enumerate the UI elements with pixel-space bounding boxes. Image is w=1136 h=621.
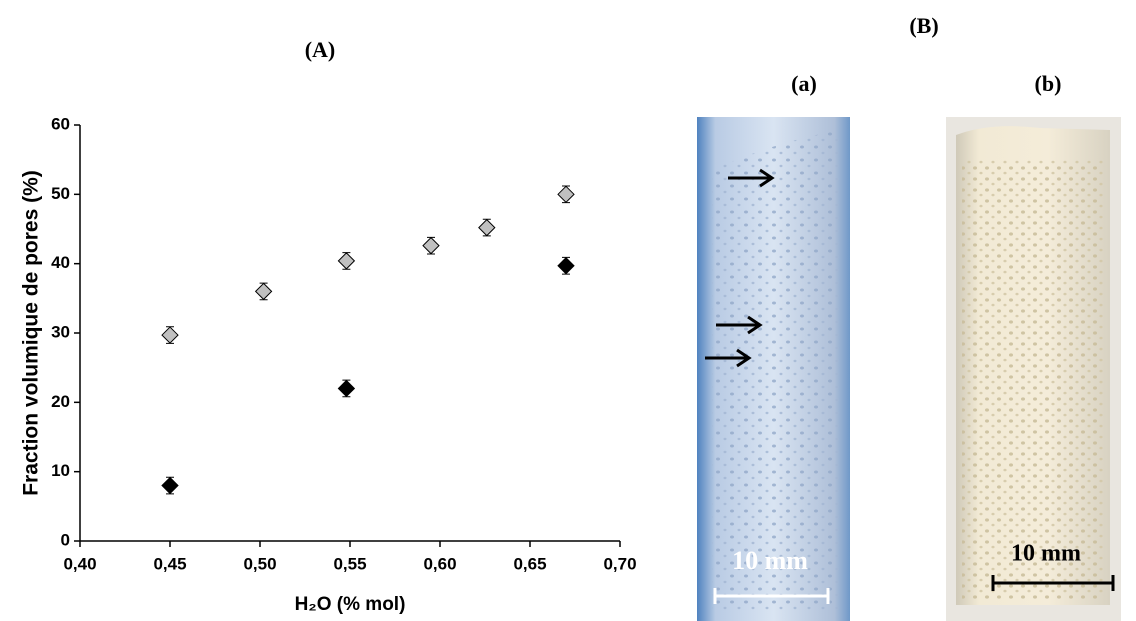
photo-a-pores <box>712 130 842 610</box>
y-tick-label: 60 <box>51 114 70 133</box>
marker <box>422 236 440 255</box>
panel-label: (B) <box>909 13 938 38</box>
y-tick-label: 40 <box>51 253 70 272</box>
y-axis-label: Fraction volumique de pores (%) <box>20 170 43 496</box>
x-tick-label: 0,45 <box>153 554 186 573</box>
y-tick-label: 0 <box>61 530 70 549</box>
marker <box>478 218 496 237</box>
scale-label: 10 mm <box>1011 541 1081 567</box>
x-tick-label: 0,65 <box>513 554 546 573</box>
marker <box>161 476 179 495</box>
x-tick-label: 0,60 <box>423 554 456 573</box>
y-tick-label: 10 <box>51 461 70 480</box>
marker <box>557 257 575 275</box>
marker <box>337 379 356 398</box>
x-axis-label: H₂O (% mol) <box>295 594 406 615</box>
marker <box>557 185 575 204</box>
y-tick-label: 20 <box>51 392 70 411</box>
marker <box>337 252 356 270</box>
x-tick-label: 0,50 <box>243 554 276 573</box>
arrows <box>705 168 775 368</box>
scale-label: 10 mm <box>732 546 808 575</box>
photo-label: (b) <box>1035 71 1062 96</box>
x-tick-label: 0,40 <box>63 554 96 573</box>
y-tick-label: 50 <box>51 184 70 203</box>
x-tick-label: 0,55 <box>333 554 366 573</box>
chart-title: (A) <box>305 37 336 62</box>
photo-b-pores <box>962 160 1104 600</box>
x-tick-label: 0,70 <box>603 554 636 573</box>
y-tick-label: 30 <box>51 322 70 341</box>
photo-label: (a) <box>791 71 817 96</box>
marker <box>254 282 273 301</box>
marker <box>161 326 179 344</box>
